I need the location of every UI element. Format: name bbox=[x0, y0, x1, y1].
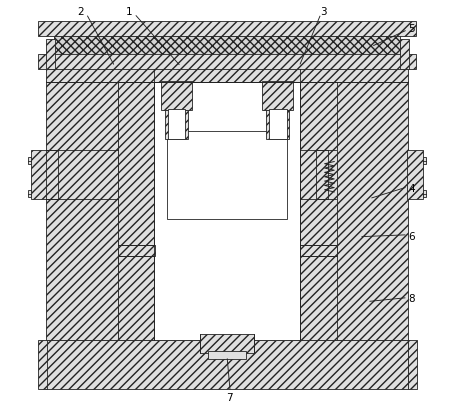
Text: 7: 7 bbox=[226, 393, 232, 403]
Bar bbox=[300, 245, 336, 256]
Bar bbox=[54, 36, 400, 67]
Text: 5: 5 bbox=[409, 24, 415, 34]
Bar bbox=[38, 21, 416, 36]
Text: 8: 8 bbox=[409, 294, 415, 304]
Bar bbox=[336, 81, 408, 340]
Text: 3: 3 bbox=[320, 7, 326, 17]
Text: 4: 4 bbox=[409, 184, 415, 194]
Bar bbox=[118, 245, 155, 256]
Bar bbox=[400, 39, 409, 69]
Bar bbox=[316, 150, 328, 199]
Bar bbox=[262, 81, 293, 109]
Bar bbox=[300, 81, 336, 340]
Bar bbox=[28, 189, 31, 197]
Bar bbox=[200, 334, 254, 353]
Bar bbox=[38, 53, 416, 69]
Bar bbox=[46, 81, 118, 340]
Bar bbox=[46, 150, 58, 199]
Bar bbox=[118, 81, 155, 340]
Bar bbox=[269, 109, 286, 139]
Bar bbox=[46, 340, 408, 389]
Bar bbox=[161, 81, 192, 109]
Bar bbox=[423, 157, 426, 164]
Bar bbox=[46, 66, 408, 82]
Bar bbox=[208, 351, 246, 359]
Bar bbox=[167, 131, 287, 219]
Text: 1: 1 bbox=[126, 7, 132, 17]
Bar bbox=[407, 150, 423, 199]
Text: 2: 2 bbox=[78, 7, 84, 17]
Bar bbox=[31, 150, 47, 199]
Bar bbox=[266, 109, 289, 139]
Bar bbox=[408, 340, 417, 389]
Bar bbox=[28, 157, 31, 164]
Bar bbox=[46, 39, 55, 69]
Bar bbox=[423, 189, 426, 197]
Text: 6: 6 bbox=[409, 232, 415, 242]
Bar bbox=[168, 109, 185, 139]
Bar bbox=[165, 109, 188, 139]
Bar bbox=[154, 81, 300, 340]
Bar bbox=[38, 340, 47, 389]
